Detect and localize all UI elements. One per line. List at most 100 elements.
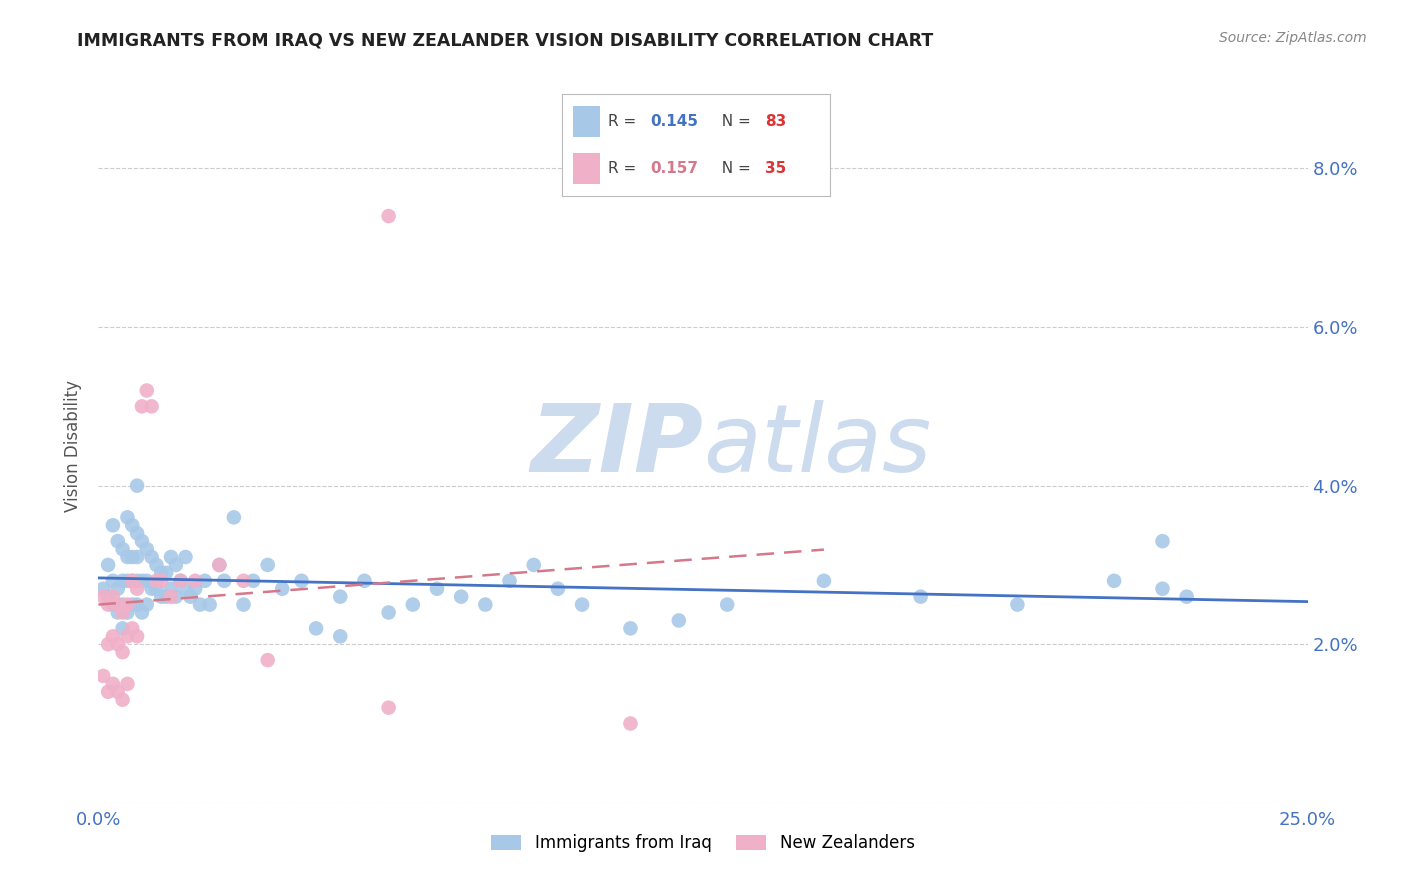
Point	[329, 590, 352, 604]
Point	[131, 606, 153, 620]
Point	[107, 582, 129, 596]
Point	[194, 574, 217, 588]
Text: N =: N =	[711, 161, 755, 176]
Point	[135, 598, 157, 612]
Point	[256, 558, 278, 572]
Point	[716, 598, 738, 612]
Text: 0.145: 0.145	[651, 114, 699, 128]
Point	[127, 574, 149, 588]
Text: R =: R =	[607, 114, 641, 128]
Point	[165, 558, 187, 572]
Point	[155, 566, 177, 580]
Point	[97, 637, 120, 651]
Point	[101, 677, 124, 691]
Point	[402, 598, 425, 612]
Text: atlas: atlas	[703, 401, 931, 491]
Point	[121, 621, 143, 635]
Point	[813, 574, 835, 588]
Point	[450, 590, 472, 604]
Text: Source: ZipAtlas.com: Source: ZipAtlas.com	[1219, 31, 1367, 45]
Point	[111, 606, 134, 620]
Point	[121, 598, 143, 612]
Text: IMMIGRANTS FROM IRAQ VS NEW ZEALANDER VISION DISABILITY CORRELATION CHART: IMMIGRANTS FROM IRAQ VS NEW ZEALANDER VI…	[77, 31, 934, 49]
Point	[97, 558, 120, 572]
Point	[155, 590, 177, 604]
Text: N =: N =	[711, 114, 755, 128]
Point	[127, 598, 149, 612]
Point	[668, 614, 690, 628]
Point	[121, 518, 143, 533]
Point	[107, 637, 129, 651]
Point	[145, 582, 167, 596]
Point	[329, 629, 352, 643]
Point	[91, 582, 114, 596]
Point	[111, 542, 134, 557]
Point	[141, 582, 163, 596]
Point	[165, 590, 187, 604]
Point	[1175, 590, 1198, 604]
Point	[97, 685, 120, 699]
Point	[160, 582, 183, 596]
Point	[426, 582, 449, 596]
Point	[117, 677, 139, 691]
Point	[111, 598, 134, 612]
Text: 35: 35	[765, 161, 787, 176]
Bar	[574, 106, 600, 136]
Point	[377, 209, 399, 223]
Point	[290, 574, 312, 588]
Point	[1007, 598, 1029, 612]
Point	[117, 549, 139, 564]
Point	[127, 478, 149, 492]
Point	[523, 558, 546, 572]
Text: R =: R =	[607, 161, 641, 176]
Point	[150, 574, 173, 588]
Point	[910, 590, 932, 604]
Point	[141, 549, 163, 564]
Text: 83: 83	[765, 114, 787, 128]
Point	[305, 621, 328, 635]
Bar	[574, 153, 600, 184]
Point	[188, 598, 211, 612]
Point	[131, 574, 153, 588]
Point	[135, 542, 157, 557]
Point	[135, 384, 157, 398]
Point	[160, 549, 183, 564]
Point	[117, 510, 139, 524]
Point	[208, 558, 231, 572]
Point	[498, 574, 520, 588]
Point	[121, 549, 143, 564]
Point	[377, 700, 399, 714]
Y-axis label: Vision Disability: Vision Disability	[65, 380, 83, 512]
Point	[619, 621, 641, 635]
Point	[121, 574, 143, 588]
Text: 0.157: 0.157	[651, 161, 699, 176]
Point	[1152, 534, 1174, 549]
Point	[150, 590, 173, 604]
Text: ZIP: ZIP	[530, 400, 703, 492]
Point	[160, 590, 183, 604]
Point	[101, 598, 124, 612]
Point	[179, 590, 201, 604]
Point	[117, 574, 139, 588]
Point	[174, 582, 197, 596]
Point	[169, 574, 191, 588]
Point	[131, 534, 153, 549]
Point	[111, 574, 134, 588]
Point	[97, 598, 120, 612]
Point	[619, 716, 641, 731]
Point	[256, 653, 278, 667]
Point	[117, 629, 139, 643]
Point	[107, 534, 129, 549]
Point	[117, 598, 139, 612]
Point	[127, 526, 149, 541]
Point	[242, 574, 264, 588]
Point	[101, 590, 124, 604]
Legend: Immigrants from Iraq, New Zealanders: Immigrants from Iraq, New Zealanders	[485, 828, 921, 859]
Point	[107, 685, 129, 699]
Point	[127, 582, 149, 596]
Point	[1152, 582, 1174, 596]
Point	[101, 629, 124, 643]
Point	[222, 510, 245, 524]
Point	[353, 574, 375, 588]
Point	[232, 598, 254, 612]
